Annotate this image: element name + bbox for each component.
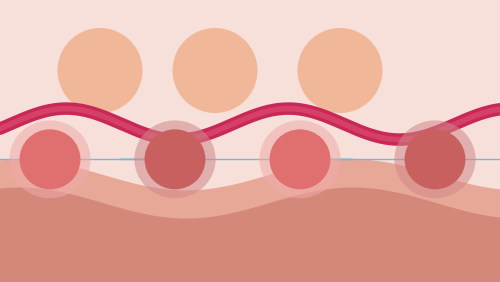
Ellipse shape (20, 129, 80, 189)
Ellipse shape (134, 120, 216, 198)
Polygon shape (0, 188, 500, 282)
Ellipse shape (10, 120, 90, 198)
Polygon shape (0, 159, 500, 282)
Ellipse shape (260, 120, 340, 198)
Ellipse shape (270, 129, 330, 189)
Ellipse shape (144, 129, 206, 189)
Ellipse shape (298, 28, 382, 113)
Ellipse shape (58, 28, 142, 113)
Ellipse shape (404, 129, 466, 189)
Ellipse shape (394, 120, 475, 198)
Ellipse shape (172, 28, 258, 113)
